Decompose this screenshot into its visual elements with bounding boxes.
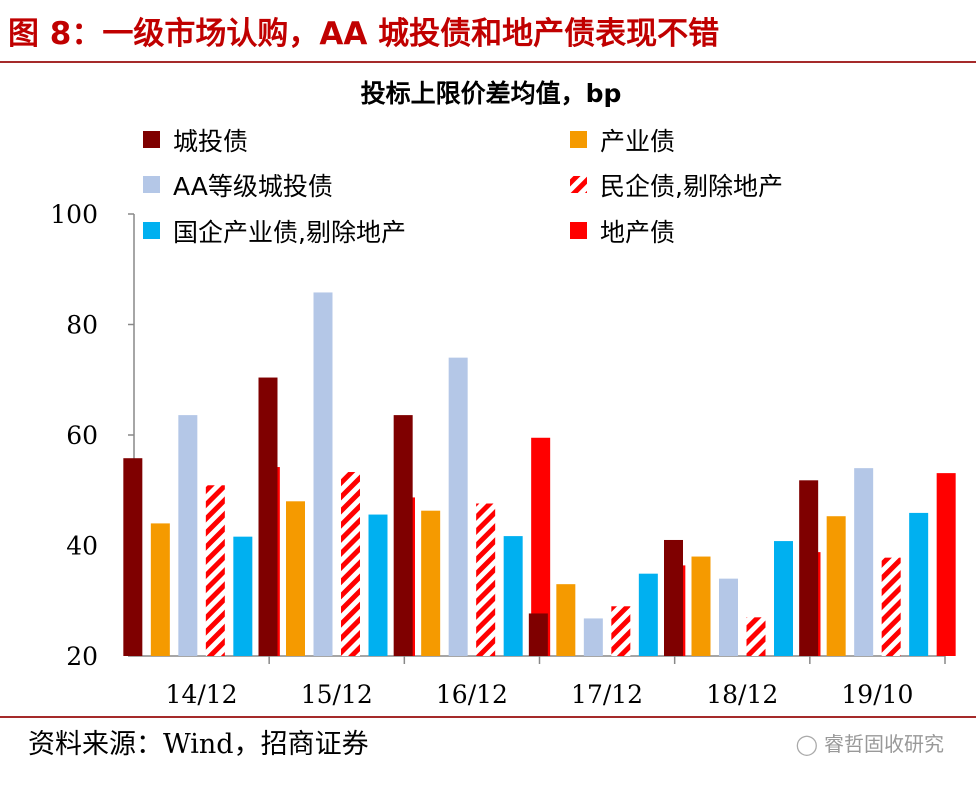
top-rule xyxy=(0,61,976,63)
legend-label: 地产债 xyxy=(600,218,675,247)
bar xyxy=(826,516,846,656)
bar xyxy=(368,514,388,656)
legend-label: AA等级城投债 xyxy=(173,172,333,201)
bar xyxy=(909,512,929,656)
bars xyxy=(123,292,956,656)
x-tick-label: 17/12 xyxy=(571,680,643,709)
bar xyxy=(881,557,901,656)
bar xyxy=(205,485,225,656)
legend-swatch xyxy=(570,131,587,148)
figure-title: 图 8：一级市场认购，AA 城投债和地产债表现不错 xyxy=(8,16,720,52)
wechat-icon: ◯ xyxy=(795,732,818,756)
x-tick-label: 19/10 xyxy=(841,680,913,709)
y-tick-label: 40 xyxy=(66,532,98,561)
source-note: 资料来源：Wind，招商证券 xyxy=(28,729,369,760)
bar xyxy=(583,618,603,656)
y-tick-label: 100 xyxy=(50,200,98,229)
bar xyxy=(178,415,198,656)
legend-label: 民企债,剔除地产 xyxy=(600,172,783,201)
legend-label: 国企产业债,剔除地产 xyxy=(173,218,406,247)
legend-swatch xyxy=(143,222,160,239)
bar xyxy=(528,613,548,656)
watermark: ◯ 睿哲固收研究 xyxy=(796,728,944,757)
bar xyxy=(313,292,333,656)
bar xyxy=(421,510,441,656)
bar xyxy=(936,473,956,656)
y-tick-label: 60 xyxy=(66,421,98,450)
legend-swatch xyxy=(143,131,160,148)
bar xyxy=(774,541,793,656)
bar xyxy=(638,573,658,656)
legend-label: 产业债 xyxy=(600,127,675,156)
bar xyxy=(233,536,253,656)
chart-title: 投标上限价差均值，bp xyxy=(361,79,622,108)
legend-swatch xyxy=(570,176,587,193)
bar xyxy=(448,357,468,656)
y-tick-label: 20 xyxy=(66,642,98,671)
bar xyxy=(341,472,360,656)
bar xyxy=(719,578,738,656)
y-tick-label: 80 xyxy=(66,311,98,340)
watermark-text: 睿哲固收研究 xyxy=(824,732,944,756)
bar xyxy=(476,503,496,656)
bar xyxy=(286,501,305,656)
bar xyxy=(854,468,874,656)
bar xyxy=(556,584,576,656)
bar xyxy=(503,536,523,656)
bar xyxy=(691,556,711,656)
legend-swatch xyxy=(570,222,587,239)
legend-swatch xyxy=(143,176,160,193)
bar xyxy=(799,480,819,656)
bar-chart: 投标上限价差均值，bp 城投债 产业债 AA等级城投债 民企债,剔除地产国企产业债,剔… xyxy=(50,79,956,709)
bottom-rule xyxy=(0,716,976,718)
bar xyxy=(258,377,278,656)
legend-label: 城投债 xyxy=(173,127,248,156)
x-tick-label: 18/12 xyxy=(706,680,778,709)
bar xyxy=(664,539,683,656)
x-tick-label: 16/12 xyxy=(436,680,508,709)
bar xyxy=(531,437,551,656)
bar xyxy=(746,617,766,656)
x-tick-label: 15/12 xyxy=(301,680,373,709)
x-tick-label: 14/12 xyxy=(166,680,238,709)
bar xyxy=(123,458,143,656)
bar xyxy=(393,415,413,656)
bar xyxy=(150,523,170,656)
bar xyxy=(611,606,631,656)
